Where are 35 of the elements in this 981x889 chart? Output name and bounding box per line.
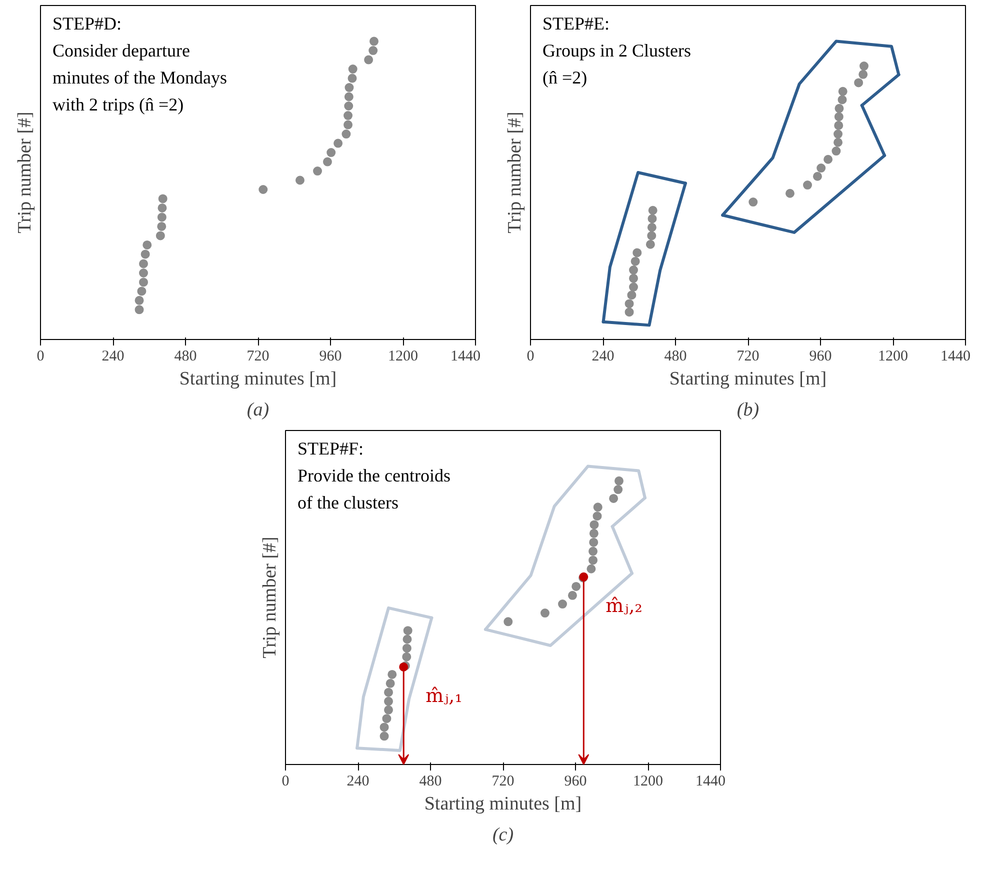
x-tick-label: 240 [102, 348, 124, 364]
text: STEP#D: Consider departure minutes of the Mondays with 2 trips (n̂ =2) [52, 14, 227, 114]
x-tick-label: 1440 [450, 348, 480, 364]
x-tick-label: 720 [736, 348, 760, 364]
y-axis-title: Trip number [#] [260, 536, 280, 658]
x-tick-label: 480 [664, 348, 687, 364]
y-axis-title: Trip number [#] [504, 112, 526, 234]
x-tick-label: 0 [36, 348, 44, 364]
x-tick-label: 960 [319, 348, 342, 364]
y-axis-title: Trip number [#] [14, 112, 36, 234]
x-tick-label: 1200 [633, 774, 663, 790]
text: (a) [246, 400, 270, 420]
x-tick-label: 240 [346, 774, 370, 790]
text: (b) [736, 400, 760, 420]
chart-title: STEP#E: Groups in 2 Clusters (n̂ =2) [542, 14, 691, 88]
x-axis-title: Starting minutes [m] [669, 368, 827, 390]
chart-title: STEP#F: Provide the centroids of the clusters [298, 438, 450, 512]
x-tick-label: 1440 [696, 774, 726, 790]
x-tick-label: 480 [174, 348, 197, 364]
x-tick-label: 960 [564, 774, 587, 790]
annotation: m̂ⱼ,₁ [426, 684, 462, 707]
text: (c) [492, 824, 514, 846]
x-tick-label: 1200 [878, 348, 908, 364]
x-tick-label: 720 [492, 774, 514, 790]
x-tick-label: 0 [526, 348, 534, 364]
x-tick-label: 720 [246, 348, 270, 364]
x-tick-label: 0 [282, 774, 290, 790]
x-axis-title: Starting minutes [m] [424, 794, 582, 814]
x-tick-label: 240 [592, 348, 614, 364]
x-axis-title: Starting minutes [m] [179, 368, 337, 390]
x-tick-label: 1200 [388, 348, 418, 364]
x-tick-label: 960 [809, 348, 832, 364]
x-tick-label: 1440 [940, 348, 970, 364]
annotation: m̂ⱼ,₂ [606, 594, 642, 617]
x-tick-label: 480 [419, 774, 442, 790]
